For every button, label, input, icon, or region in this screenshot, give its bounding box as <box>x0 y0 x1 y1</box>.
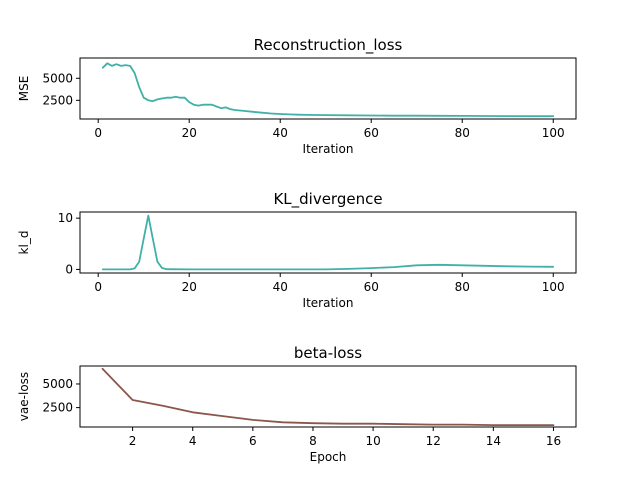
x-tick-label: 60 <box>364 126 379 140</box>
x-tick-label: 60 <box>364 280 379 294</box>
x-tick-label: 80 <box>455 126 470 140</box>
x-tick-label: 6 <box>249 434 257 448</box>
x-tick-label: 20 <box>182 280 197 294</box>
series-line-1 <box>101 367 555 427</box>
y-axis-label: kl_d <box>17 231 31 255</box>
x-tick-label: 40 <box>273 280 288 294</box>
series-line-1 <box>101 214 555 271</box>
y-axis-label: MSE <box>17 76 31 102</box>
chart-title: Reconstruction_loss <box>254 36 403 55</box>
x-axis-label: Iteration <box>303 296 354 310</box>
x-tick-label: 12 <box>426 434 441 448</box>
y-tick-label: 10 <box>58 211 73 225</box>
chart-panel-2: 0 20 40 60 80 100 0 10 KL_divergence Iteration kl_… <box>17 190 577 310</box>
x-axis-label: Iteration <box>303 142 354 156</box>
chart-panel-1: 0 20 40 60 80 100 2500 5000 Reconstruction_loss I… <box>17 36 577 156</box>
x-tick-label: 80 <box>455 280 470 294</box>
y-tick-label: 2500 <box>42 401 73 415</box>
axes-frame <box>79 57 577 120</box>
axes-frame <box>79 365 577 428</box>
chart-panel-3: 2 4 6 8 10 12 14 16 2500 5000 beta-loss Epoch vae-lo… <box>17 344 577 464</box>
x-tick-label: 0 <box>94 126 102 140</box>
x-tick-label: 20 <box>182 126 197 140</box>
y-tick-label: 0 <box>65 262 73 276</box>
x-tick-label: 100 <box>542 280 565 294</box>
chart-title: beta-loss <box>294 344 362 362</box>
y-tick-label: 5000 <box>42 377 73 391</box>
series-line-1 <box>101 62 555 118</box>
y-axis-label: vae-loss <box>17 372 31 421</box>
y-tick-label: 2500 <box>42 93 73 107</box>
y-tick-label: 5000 <box>42 71 73 85</box>
x-tick-label: 40 <box>273 126 288 140</box>
x-tick-label: 2 <box>129 434 137 448</box>
chart-title: KL_divergence <box>273 190 382 209</box>
x-axis-label: Epoch <box>310 450 347 464</box>
x-tick-label: 10 <box>365 434 380 448</box>
x-tick-label: 8 <box>309 434 317 448</box>
axes-frame <box>79 211 577 274</box>
x-tick-label: 4 <box>189 434 197 448</box>
x-tick-label: 0 <box>94 280 102 294</box>
x-tick-label: 100 <box>542 126 565 140</box>
x-tick-label: 14 <box>486 434 501 448</box>
x-tick-label: 16 <box>546 434 561 448</box>
